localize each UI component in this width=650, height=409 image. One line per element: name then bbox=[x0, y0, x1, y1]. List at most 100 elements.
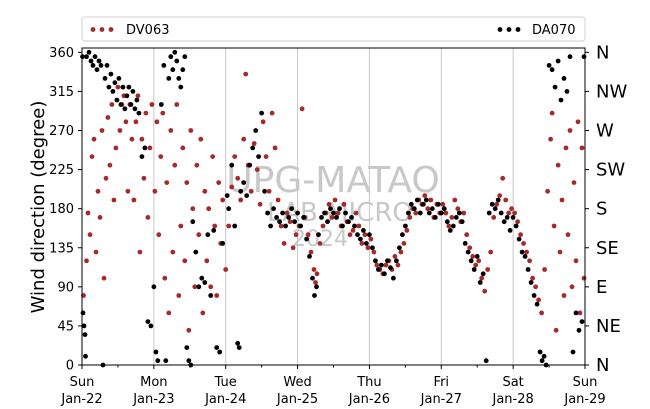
point-dv063 bbox=[455, 206, 461, 212]
point-da070 bbox=[81, 323, 87, 329]
x-axis: Sun Jan-22 Mon Jan-23 Tue Jan-24 Wed Jan-25 Thu J… bbox=[60, 365, 606, 407]
point-dv063 bbox=[154, 119, 160, 125]
point-dv063 bbox=[488, 249, 494, 255]
point-da070 bbox=[292, 219, 297, 225]
point-dv063 bbox=[162, 275, 168, 281]
point-dv063 bbox=[190, 206, 196, 212]
point-dv063 bbox=[103, 175, 109, 181]
point-dv063 bbox=[464, 232, 470, 238]
point-da070 bbox=[391, 275, 396, 281]
compass-label-n: N bbox=[596, 355, 609, 376]
point-da070 bbox=[268, 223, 273, 229]
point-da070 bbox=[385, 258, 390, 264]
point-da070 bbox=[262, 188, 267, 194]
point-da070 bbox=[331, 210, 336, 216]
point-dv063 bbox=[311, 267, 317, 272]
point-dv063 bbox=[398, 249, 404, 255]
point-da070 bbox=[552, 84, 558, 90]
point-da070 bbox=[88, 58, 94, 64]
point-da070 bbox=[358, 236, 363, 242]
point-da070 bbox=[271, 206, 276, 212]
point-da070 bbox=[549, 67, 555, 73]
point-dv063 bbox=[99, 128, 105, 133]
point-dv063 bbox=[341, 201, 347, 207]
point-dv063 bbox=[559, 197, 565, 203]
point-da070 bbox=[379, 262, 384, 268]
point-da070 bbox=[474, 254, 480, 259]
x-tick-date-2023-01-27: Jan-27 bbox=[420, 392, 462, 407]
point-da070 bbox=[122, 106, 128, 112]
point-da070 bbox=[477, 280, 483, 285]
point-dv063 bbox=[452, 197, 458, 203]
point-da070 bbox=[507, 228, 513, 233]
point-da070 bbox=[176, 76, 182, 81]
point-da070 bbox=[86, 49, 92, 55]
point-da070 bbox=[118, 102, 124, 107]
point-da070 bbox=[364, 241, 369, 246]
point-da070 bbox=[429, 206, 435, 212]
point-dv063 bbox=[210, 154, 216, 160]
point-da070 bbox=[232, 223, 238, 229]
legend-dot-da070 bbox=[506, 27, 512, 32]
x-tick-date-2023-01-23: Jan-23 bbox=[132, 392, 174, 407]
point-dv063 bbox=[87, 232, 93, 238]
point-dv063 bbox=[308, 249, 314, 255]
point-dv063 bbox=[182, 258, 188, 264]
point-da070 bbox=[307, 254, 312, 259]
point-dv063 bbox=[347, 232, 353, 238]
legend-label-dv063: DV063 bbox=[126, 23, 170, 38]
point-dv063 bbox=[202, 188, 208, 194]
point-dv063 bbox=[449, 215, 455, 220]
point-dv063 bbox=[226, 223, 232, 229]
point-dv063 bbox=[117, 128, 123, 133]
point-da070 bbox=[423, 197, 429, 203]
point-dv063 bbox=[365, 245, 371, 251]
point-dv063 bbox=[494, 201, 500, 207]
point-da070 bbox=[120, 84, 126, 90]
point-dv063 bbox=[184, 180, 190, 186]
point-dv063 bbox=[129, 136, 135, 142]
point-dv063 bbox=[172, 162, 178, 168]
point-da070 bbox=[256, 154, 261, 160]
point-da070 bbox=[453, 215, 459, 220]
point-da070 bbox=[220, 241, 226, 246]
point-da070 bbox=[102, 76, 108, 81]
point-da070 bbox=[90, 63, 96, 68]
point-da070 bbox=[444, 219, 450, 225]
point-da070 bbox=[253, 128, 259, 133]
point-da070 bbox=[229, 162, 235, 168]
legend-dot-da070 bbox=[515, 27, 521, 32]
point-dv063 bbox=[158, 154, 164, 160]
point-da070 bbox=[361, 228, 366, 233]
point-dv063 bbox=[395, 262, 401, 268]
point-dv063 bbox=[551, 223, 557, 229]
point-dv063 bbox=[125, 188, 131, 194]
legend-dot-dv063 bbox=[108, 27, 114, 32]
point-dv063 bbox=[84, 258, 89, 264]
point-dv063 bbox=[178, 223, 184, 229]
x-tick-day-2023-01-24: Tue bbox=[214, 375, 237, 390]
point-da070 bbox=[406, 210, 411, 216]
point-dv063 bbox=[216, 180, 222, 186]
point-da070 bbox=[322, 210, 327, 216]
point-dv063 bbox=[143, 110, 149, 116]
point-da070 bbox=[104, 63, 110, 68]
y-tick-label-180: 180 bbox=[49, 202, 74, 217]
legend-dot-dv063 bbox=[90, 27, 96, 32]
point-da070 bbox=[314, 284, 319, 290]
point-dv063 bbox=[254, 167, 260, 173]
y-tick-label-0: 0 bbox=[66, 359, 74, 374]
point-dv063 bbox=[317, 241, 323, 246]
point-dv063 bbox=[248, 188, 254, 194]
point-da070 bbox=[343, 210, 348, 216]
point-dv063 bbox=[241, 136, 247, 142]
point-da070 bbox=[447, 228, 453, 233]
point-dv063 bbox=[561, 293, 567, 298]
point-dv063 bbox=[413, 210, 419, 216]
point-dv063 bbox=[135, 93, 141, 99]
point-da070 bbox=[224, 193, 230, 199]
watermark-line-3: 2024 bbox=[292, 227, 348, 252]
point-da070 bbox=[435, 201, 441, 207]
point-dv063 bbox=[553, 327, 559, 333]
